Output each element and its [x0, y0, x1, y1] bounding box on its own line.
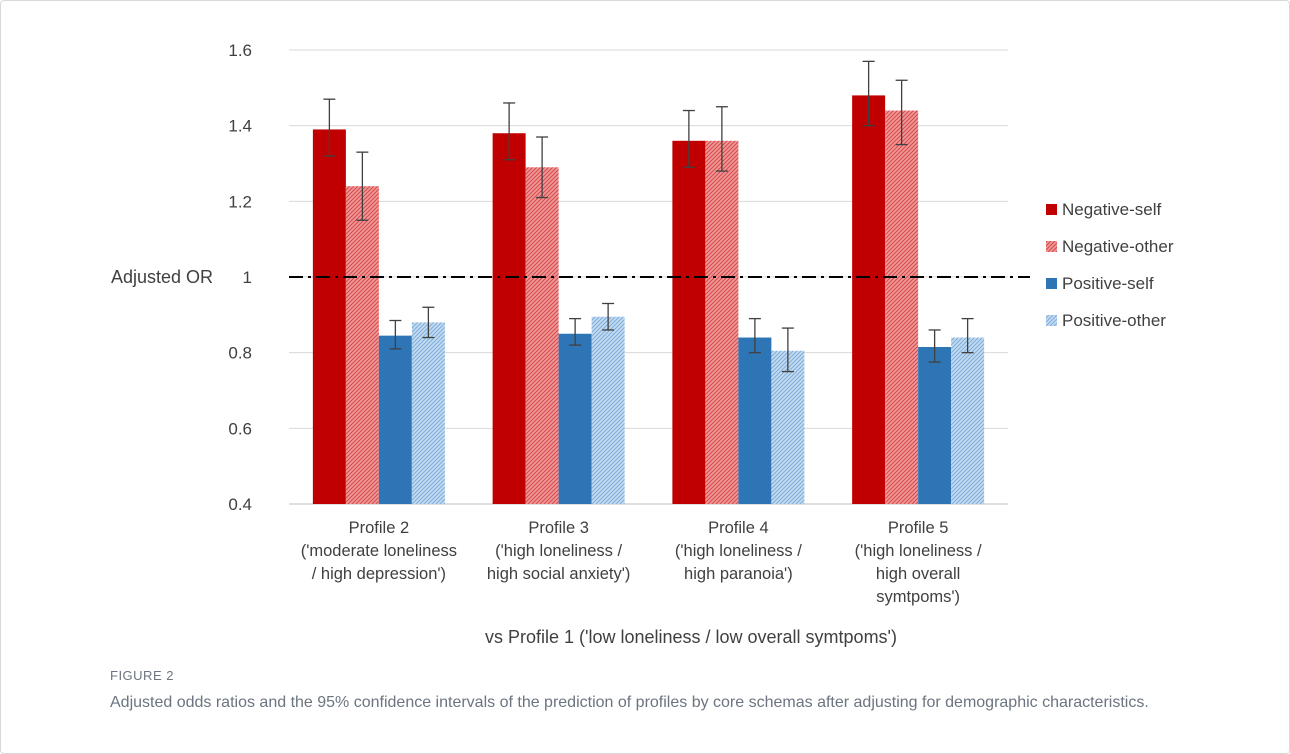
- error-bars: [323, 60, 974, 373]
- bar-positive-self-2: [558, 333, 592, 504]
- x-category-line: ('high loneliness /: [675, 542, 802, 560]
- legend-label: Positive-other: [1062, 311, 1166, 330]
- legend: Negative-self Negative-other Positive-self…: [1046, 200, 1174, 330]
- x-category-line: Profile 5: [888, 519, 949, 537]
- bar-positive-other-3: [771, 350, 805, 504]
- bar-negative-other-2: [525, 167, 559, 505]
- figure-caption: Adjusted odds ratios and the 95% confide…: [110, 694, 1149, 711]
- x-category-line: Profile 2: [349, 519, 410, 537]
- bar-negative-self-1: [312, 129, 346, 504]
- x-category-line: / high depression'): [312, 565, 446, 583]
- bar-positive-self-1: [378, 335, 412, 504]
- x-category-label: Profile 5 ('high loneliness / high overall…: [855, 519, 982, 606]
- y-tick-label: 1.2: [228, 192, 252, 211]
- figure-label: FIGURE 2: [110, 668, 174, 683]
- bar-positive-other-2: [591, 316, 625, 504]
- bar-negative-other-1: [345, 186, 379, 504]
- x-category-line: ('high loneliness /: [495, 542, 622, 560]
- x-axis-categories: Profile 2 ('moderate loneliness / high dep…: [301, 519, 982, 606]
- x-axis-label: vs Profile 1 ('low loneliness / low over…: [485, 627, 897, 647]
- bar-negative-other-4: [885, 110, 919, 505]
- x-category-line: high overall: [876, 565, 960, 583]
- x-category-line: high paranoia'): [684, 565, 793, 583]
- x-category-line: ('high loneliness /: [855, 542, 982, 560]
- y-tick-label: 0.8: [228, 344, 252, 363]
- y-tick-label: 0.6: [228, 419, 252, 438]
- x-category-line: Profile 3: [528, 519, 589, 537]
- bar-negative-self-2: [492, 133, 526, 504]
- x-category-line: symtpoms'): [876, 588, 960, 606]
- bar-negative-self-4: [852, 95, 886, 505]
- legend-swatch: [1046, 241, 1057, 252]
- bar-positive-self-4: [918, 346, 952, 504]
- x-category-label: Profile 2 ('moderate loneliness / high dep…: [301, 519, 457, 583]
- legend-label: Positive-self: [1062, 274, 1154, 293]
- y-tick-label: 1.4: [228, 117, 252, 136]
- bar-negative-other-3: [705, 140, 739, 505]
- bar-positive-other-1: [411, 322, 445, 504]
- bars: [312, 95, 985, 505]
- y-tick-label: 1: [243, 268, 252, 287]
- legend-swatch: [1046, 278, 1057, 289]
- legend-swatch: [1046, 204, 1057, 215]
- bar-positive-other-4: [951, 337, 985, 504]
- y-tick-label: 1.6: [228, 41, 252, 60]
- y-axis-ticks: 0.4 0.6 0.8 1 1.2 1.4 1.6: [228, 41, 252, 514]
- bar-negative-self-3: [672, 140, 706, 505]
- bar-positive-self-3: [738, 337, 772, 504]
- bar-chart: 0.4 0.6 0.8 1 1.2 1.4 1.6 Profile 2 ('moderate …: [111, 41, 1174, 647]
- x-category-line: high social anxiety'): [487, 565, 630, 583]
- legend-label: Negative-other: [1062, 237, 1174, 256]
- y-axis-label: Adjusted OR: [111, 267, 213, 287]
- y-tick-label: 0.4: [228, 495, 252, 514]
- x-category-line: ('moderate loneliness: [301, 542, 457, 560]
- legend-swatch: [1046, 315, 1057, 326]
- x-category-label: Profile 4 ('high loneliness / high paranoi…: [675, 519, 802, 583]
- x-category-line: Profile 4: [708, 519, 769, 537]
- legend-label: Negative-self: [1062, 200, 1161, 219]
- x-category-label: Profile 3 ('high loneliness / high social …: [487, 519, 630, 583]
